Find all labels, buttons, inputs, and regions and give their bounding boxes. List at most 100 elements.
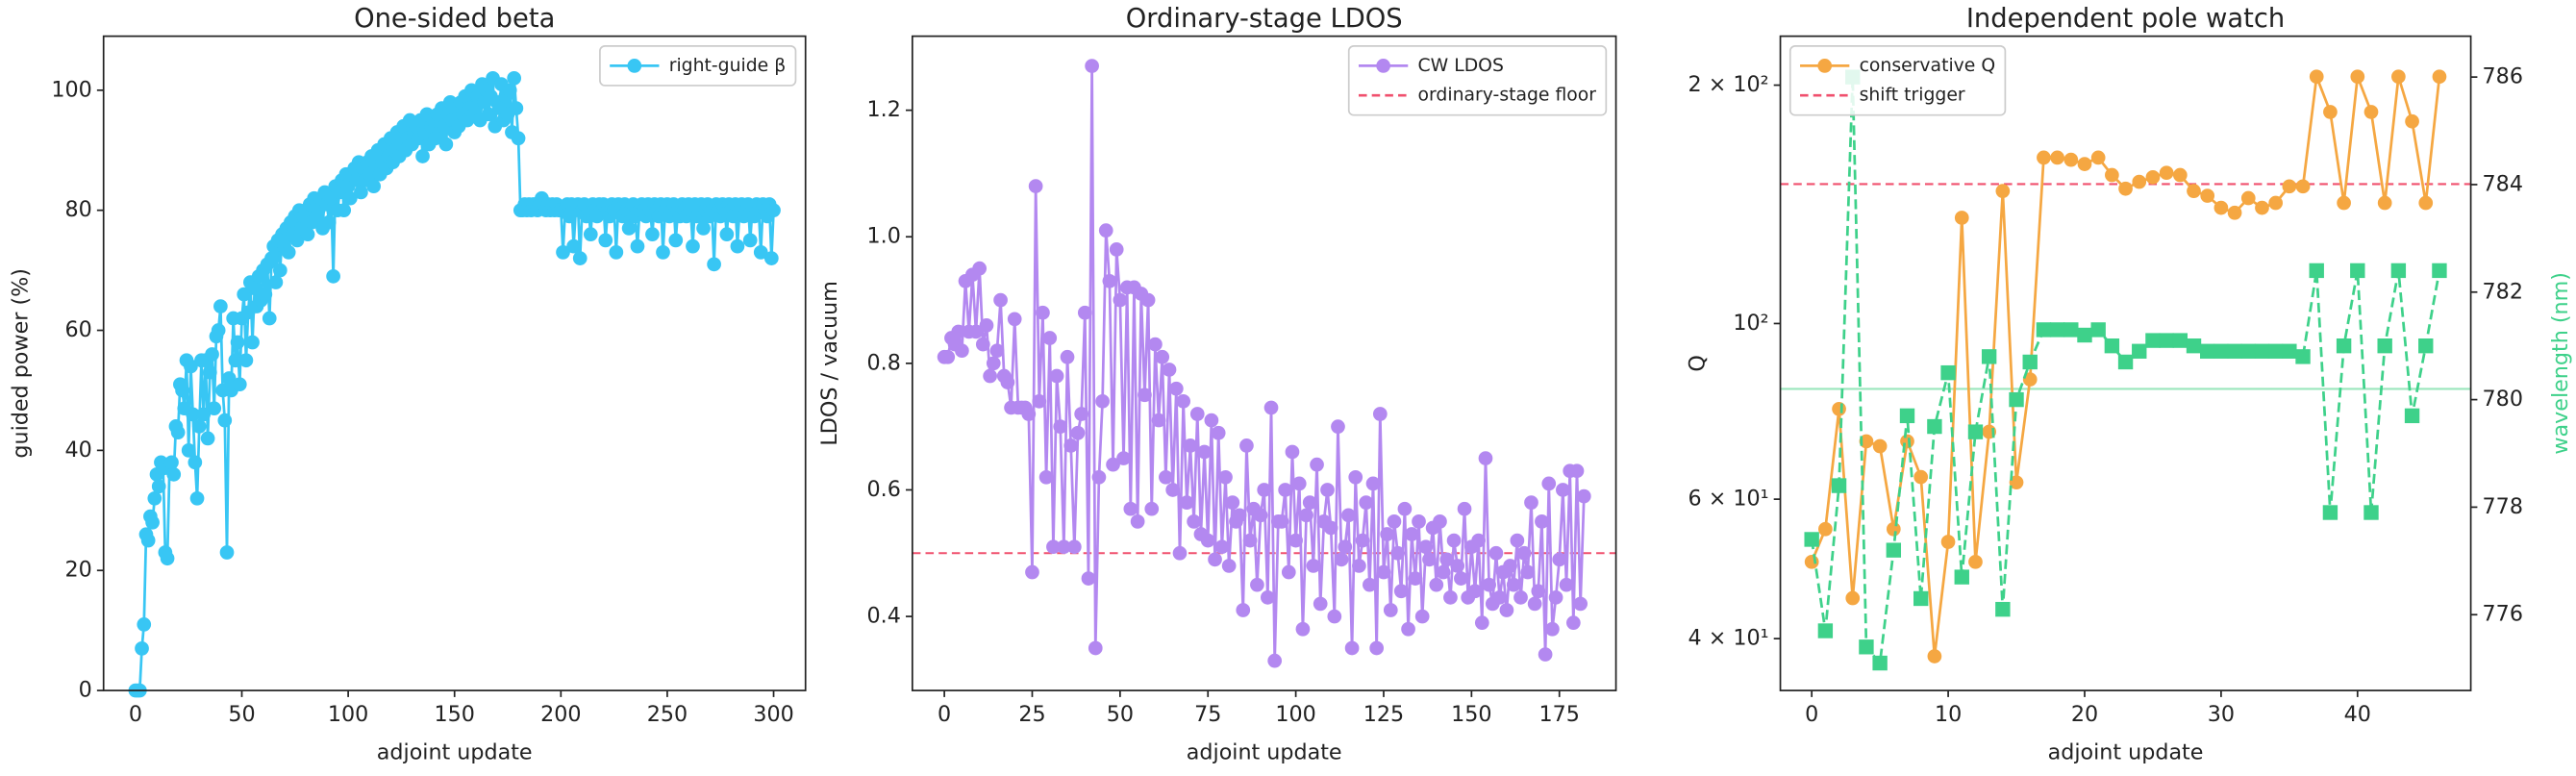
x-tick-label: 0 xyxy=(129,702,142,727)
marker xyxy=(1831,478,1847,493)
marker xyxy=(1471,533,1487,548)
marker xyxy=(2063,322,2079,338)
marker xyxy=(1369,640,1385,656)
marker xyxy=(1032,393,1047,409)
marker xyxy=(342,190,358,206)
marker xyxy=(742,233,758,248)
marker xyxy=(1886,542,1902,558)
marker xyxy=(438,137,454,152)
marker xyxy=(175,383,189,398)
marker xyxy=(2282,179,2297,194)
marker xyxy=(1334,552,1349,567)
marker xyxy=(2350,69,2365,85)
marker xyxy=(2213,343,2229,359)
marker xyxy=(1832,401,1846,416)
marker xyxy=(1250,577,1264,592)
marker xyxy=(1387,514,1402,529)
marker xyxy=(2132,174,2147,189)
marker xyxy=(1913,590,1929,607)
marker xyxy=(1162,363,1177,377)
marker xyxy=(1172,545,1188,561)
marker xyxy=(1401,621,1415,637)
marker xyxy=(1348,469,1363,485)
marker xyxy=(258,287,273,302)
marker xyxy=(1899,408,1915,424)
y-axis-label: Q xyxy=(1686,355,1711,371)
marker xyxy=(1900,434,1914,449)
marker xyxy=(1085,59,1099,73)
marker xyxy=(1074,407,1089,421)
marker xyxy=(2132,343,2147,359)
marker xyxy=(1981,349,1997,364)
marker xyxy=(1242,533,1258,548)
marker xyxy=(202,364,217,380)
x-tick-label: 100 xyxy=(1275,702,1315,727)
marker xyxy=(1176,393,1190,409)
marker xyxy=(1098,223,1113,238)
marker xyxy=(1042,331,1058,345)
marker xyxy=(1331,419,1345,435)
marker xyxy=(1804,532,1819,547)
marker xyxy=(566,238,581,254)
marker xyxy=(2404,408,2420,424)
marker xyxy=(228,353,243,368)
legend-label: conservative Q xyxy=(1860,56,1996,76)
marker xyxy=(1446,533,1462,548)
marker xyxy=(1123,501,1138,516)
x-tick-label: 100 xyxy=(328,702,368,727)
marker xyxy=(1302,495,1317,510)
marker xyxy=(719,227,735,241)
marker xyxy=(2105,167,2119,183)
x-axis-label: adjoint update xyxy=(2048,740,2204,765)
marker xyxy=(983,368,997,384)
x-axis-label: adjoint update xyxy=(377,740,533,765)
marker xyxy=(1845,590,1861,606)
marker xyxy=(1327,609,1342,624)
marker xyxy=(2309,69,2324,85)
marker xyxy=(2295,349,2311,364)
marker xyxy=(1232,508,1247,523)
marker xyxy=(1187,514,1201,529)
marker xyxy=(1559,577,1574,592)
x-tick-label: 125 xyxy=(1363,702,1404,727)
marker xyxy=(166,466,182,482)
marker xyxy=(1968,554,1983,569)
marker xyxy=(1478,451,1493,465)
marker xyxy=(2090,150,2106,165)
marker xyxy=(2418,338,2434,354)
marker xyxy=(237,287,252,302)
marker xyxy=(1492,589,1507,605)
marker xyxy=(2337,195,2351,211)
marker xyxy=(2159,333,2174,348)
marker xyxy=(200,431,215,446)
marker xyxy=(2050,150,2064,165)
marker xyxy=(1408,571,1423,586)
marker xyxy=(1443,589,1458,605)
marker xyxy=(507,70,522,86)
x-tick-label: 300 xyxy=(753,702,793,727)
marker xyxy=(1872,438,1888,454)
marker xyxy=(2172,333,2188,348)
marker xyxy=(1168,381,1184,396)
marker xyxy=(1261,589,1275,605)
marker xyxy=(1138,388,1152,403)
legend-frame xyxy=(599,45,797,87)
marker xyxy=(2186,338,2202,354)
marker xyxy=(2200,188,2215,203)
marker xyxy=(189,490,205,506)
y-tick-label: 40 xyxy=(64,438,91,463)
marker xyxy=(1060,349,1075,364)
marker xyxy=(281,245,296,260)
marker xyxy=(1393,584,1409,599)
marker xyxy=(1091,469,1107,485)
marker xyxy=(609,245,624,260)
y-tick-label: 4 × 10¹ xyxy=(1688,626,1769,651)
marker xyxy=(272,263,288,278)
plot-frame xyxy=(102,35,807,691)
marker xyxy=(2104,338,2120,354)
marker xyxy=(1818,521,1833,537)
marker xyxy=(217,413,233,428)
marker xyxy=(2363,505,2379,520)
marker xyxy=(1556,483,1570,497)
marker xyxy=(1817,623,1834,638)
